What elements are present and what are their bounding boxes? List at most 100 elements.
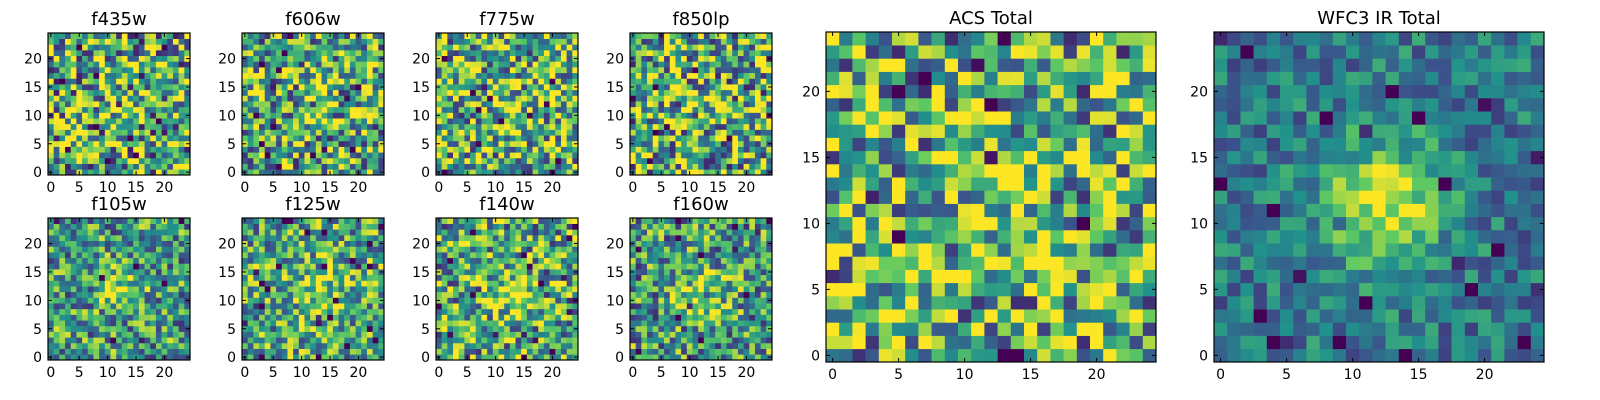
heatmap-cell	[293, 95, 300, 102]
heatmap-cell	[315, 157, 322, 164]
heatmap-cell	[675, 50, 682, 57]
heatmap-cell	[70, 112, 77, 119]
heatmap-cell	[372, 95, 379, 102]
heatmap-cell	[304, 223, 311, 230]
heatmap-cell	[726, 118, 733, 125]
heatmap-cell	[509, 331, 516, 338]
heatmap-cell	[675, 123, 682, 130]
heatmap-cell	[293, 308, 300, 315]
heatmap-cell	[692, 163, 699, 170]
heatmap-cell	[87, 61, 94, 68]
heatmap-cell	[355, 337, 362, 344]
heatmap-cell	[76, 291, 83, 298]
heatmap-cell	[82, 129, 89, 136]
heatmap-cell	[327, 84, 334, 91]
heatmap-cell	[652, 163, 659, 170]
heatmap-cell	[703, 67, 710, 74]
heatmap-cell	[355, 84, 362, 91]
heatmap-cell	[99, 337, 106, 344]
heatmap-cell	[652, 135, 659, 142]
heatmap-cell	[378, 72, 385, 79]
heatmap-cell	[155, 95, 162, 102]
heatmap-cell	[720, 123, 727, 130]
heatmap-cell	[652, 354, 659, 361]
heatmap-cell	[698, 95, 705, 102]
heatmap-cell	[310, 112, 317, 119]
heatmap-cell	[259, 50, 266, 57]
heatmap-cell	[338, 33, 345, 39]
heatmap-cell	[766, 95, 773, 102]
heatmap-cell	[372, 218, 379, 224]
heatmap-cell	[293, 89, 300, 96]
heatmap-cell	[304, 269, 311, 276]
heatmap-cell	[526, 274, 533, 281]
heatmap-cell	[247, 274, 254, 281]
heatmap-cell	[726, 325, 733, 332]
heatmap-cell	[167, 146, 174, 153]
heatmap-cell	[298, 140, 305, 147]
heatmap-cell	[754, 286, 761, 293]
heatmap-cell	[566, 325, 573, 332]
heatmap-cell	[65, 280, 72, 287]
heatmap-cell	[698, 61, 705, 68]
heatmap-cell	[720, 44, 727, 51]
heatmap-cell	[681, 123, 688, 130]
heatmap-cell	[737, 163, 744, 170]
heatmap-cell	[652, 38, 659, 45]
heatmap-cell	[65, 297, 72, 304]
heatmap-cell	[310, 286, 317, 293]
heatmap-cell	[184, 50, 191, 57]
heatmap-cell	[487, 246, 494, 253]
heatmap-cell	[372, 240, 379, 247]
heatmap-cell	[121, 325, 128, 332]
heatmap-cell	[549, 280, 556, 287]
heatmap-cell	[327, 61, 334, 68]
heatmap-cell	[133, 101, 140, 108]
heatmap-cell	[253, 72, 260, 79]
heatmap-cell	[509, 129, 516, 136]
heatmap-cell	[447, 314, 454, 321]
heatmap-cell	[709, 286, 716, 293]
heatmap-cell	[652, 67, 659, 74]
heatmap-cell	[321, 286, 328, 293]
heatmap-cell	[566, 129, 573, 136]
heatmap-cell	[276, 50, 283, 57]
heatmap-cell	[270, 163, 277, 170]
heatmap-cell	[737, 84, 744, 91]
heatmap-cell	[549, 163, 556, 170]
heatmap-cell	[737, 146, 744, 153]
heatmap-cell	[532, 297, 539, 304]
heatmap-cell	[110, 240, 117, 247]
heatmap-cell	[82, 223, 89, 230]
heatmap-cell	[521, 152, 528, 159]
heatmap-cell	[150, 44, 157, 51]
heatmap-cell	[509, 314, 516, 321]
heatmap-cell	[155, 325, 162, 332]
heatmap-cell	[116, 118, 123, 125]
heatmap-cell	[475, 320, 482, 327]
heatmap-cell	[441, 89, 448, 96]
heatmap-cell	[144, 61, 151, 68]
heatmap-cell	[447, 146, 454, 153]
heatmap-cell	[447, 342, 454, 349]
heatmap-cell	[726, 163, 733, 170]
heatmap-cell	[242, 331, 248, 338]
heatmap-cell	[276, 331, 283, 338]
x-tick-label: 15	[515, 365, 533, 381]
heatmap-cell	[276, 129, 283, 136]
heatmap-cell	[509, 95, 516, 102]
heatmap-cell	[59, 135, 66, 142]
heatmap-cell	[167, 44, 174, 51]
heatmap-cell	[658, 320, 665, 327]
heatmap-cell	[259, 123, 266, 130]
heatmap-cell	[509, 67, 516, 74]
heatmap-cell	[698, 314, 705, 321]
heatmap-cell	[498, 291, 505, 298]
heatmap-cell	[743, 129, 750, 136]
heatmap-cell	[526, 246, 533, 253]
heatmap-cell	[532, 163, 539, 170]
heatmap-cell	[138, 44, 145, 51]
heatmap-cell	[515, 291, 522, 298]
heatmap-cell	[310, 152, 317, 159]
heatmap-cell	[737, 320, 744, 327]
